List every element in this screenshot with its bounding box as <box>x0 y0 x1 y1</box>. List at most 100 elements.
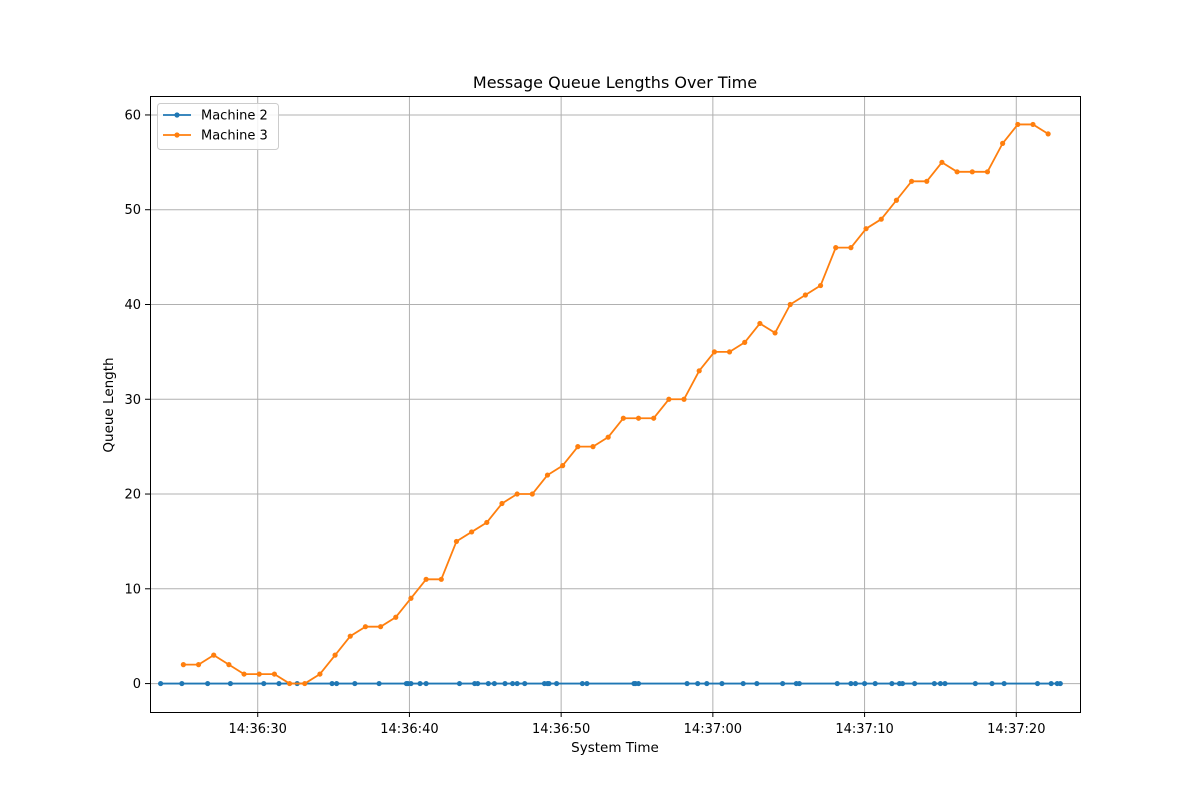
data-point <box>514 680 520 687</box>
legend: Machine 2 Machine 3 <box>157 103 279 150</box>
data-point <box>205 680 211 687</box>
y-tick-label: 30 <box>124 393 141 408</box>
data-point <box>453 538 460 545</box>
data-point <box>158 680 164 687</box>
data-point <box>972 680 978 687</box>
data-point <box>456 680 463 687</box>
x-tick-label: 14:37:00 <box>684 722 742 737</box>
data-point <box>271 671 277 677</box>
data-point <box>893 197 900 203</box>
plot-frame <box>150 96 1081 713</box>
y-tick-label: 50 <box>124 203 141 218</box>
data-point <box>1000 140 1006 146</box>
data-point <box>584 680 590 687</box>
data-point <box>863 226 869 232</box>
data-point <box>704 680 710 687</box>
data-point <box>499 500 505 507</box>
data-point <box>861 680 868 687</box>
data-point <box>605 434 611 440</box>
data-point <box>438 576 444 582</box>
x-tick-label: 14:36:50 <box>532 722 590 737</box>
data-point <box>302 680 308 687</box>
data-point <box>211 652 217 658</box>
legend-swatch-marker <box>174 132 180 138</box>
data-point <box>575 444 581 450</box>
data-point <box>579 680 585 687</box>
data-point <box>475 680 481 687</box>
data-point <box>909 178 915 184</box>
data-point <box>984 169 991 175</box>
data-point <box>787 301 793 308</box>
data-point <box>1001 680 1007 687</box>
y-tick-label: 20 <box>124 488 141 503</box>
data-point <box>180 662 186 668</box>
data-point <box>848 680 854 687</box>
data-point <box>1057 680 1063 687</box>
data-point <box>286 680 293 687</box>
data-point <box>408 680 414 687</box>
data-point <box>931 680 937 687</box>
data-point <box>256 671 262 677</box>
data-point <box>937 680 944 687</box>
y-tick-label: 10 <box>124 582 141 597</box>
data-point <box>695 680 701 687</box>
data-point <box>241 671 247 677</box>
y-tick-label: 40 <box>124 298 141 313</box>
y-axis-title: Queue Length <box>101 357 117 452</box>
data-point <box>878 216 884 222</box>
data-point <box>491 680 497 687</box>
data-point <box>1034 680 1041 687</box>
data-point <box>719 680 725 687</box>
chart-title: Message Queue Lengths Over Time <box>473 73 757 92</box>
data-point <box>754 680 760 687</box>
data-point <box>1030 121 1036 128</box>
data-point <box>317 671 323 677</box>
data-point <box>226 662 232 668</box>
data-point <box>796 680 802 687</box>
x-tick-label: 14:37:10 <box>835 722 893 737</box>
data-point <box>989 680 995 687</box>
data-point <box>376 680 382 687</box>
data-point <box>1045 131 1051 137</box>
data-point <box>529 491 535 497</box>
data-point <box>469 529 475 535</box>
data-point <box>833 245 839 251</box>
series-line <box>183 123 1049 685</box>
data-point <box>899 680 906 687</box>
x-axis-title: System Time <box>571 740 659 756</box>
data-point <box>726 349 733 355</box>
legend-label: Machine 3 <box>201 129 268 144</box>
data-point <box>522 680 528 687</box>
data-point <box>560 463 566 469</box>
data-point <box>352 680 358 687</box>
gridlines <box>150 96 1080 712</box>
data-point <box>969 169 975 175</box>
data-point <box>334 680 340 687</box>
data-point <box>378 624 384 630</box>
data-point <box>780 680 786 687</box>
data-point <box>485 680 491 687</box>
data-point <box>227 680 234 687</box>
data-point <box>1015 121 1021 128</box>
data-point <box>817 282 824 289</box>
legend-label: Machine 2 <box>201 109 268 124</box>
data-point <box>347 633 353 639</box>
data-point <box>681 396 687 402</box>
data-point <box>502 680 508 687</box>
data-point <box>939 159 945 165</box>
data-point <box>651 415 657 421</box>
data-point <box>848 245 854 251</box>
y-tick-label: 0 <box>133 677 141 692</box>
data-point <box>362 624 369 630</box>
y-tick-label: 60 <box>124 108 141 123</box>
x-axis-ticks: 14:36:30 14:36:40 14:36:50 14:37:00 14:37:10… <box>229 712 1045 737</box>
data-point <box>509 680 516 687</box>
data-point <box>553 680 560 687</box>
data-point <box>393 614 399 620</box>
data-point <box>484 519 490 526</box>
data-point <box>195 662 202 668</box>
data-point <box>742 339 748 345</box>
data-point <box>740 680 746 687</box>
data-point <box>696 368 702 374</box>
